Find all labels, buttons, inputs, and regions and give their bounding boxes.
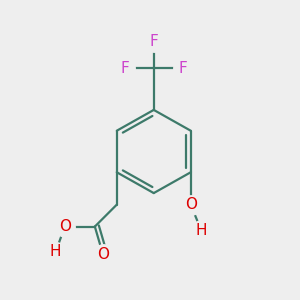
Text: O: O xyxy=(97,247,109,262)
Text: F: F xyxy=(149,34,158,49)
Text: F: F xyxy=(121,61,129,76)
Text: O: O xyxy=(59,219,71,234)
Text: H: H xyxy=(195,223,207,238)
Text: F: F xyxy=(178,61,187,76)
Text: H: H xyxy=(50,244,61,260)
Text: O: O xyxy=(185,197,197,212)
